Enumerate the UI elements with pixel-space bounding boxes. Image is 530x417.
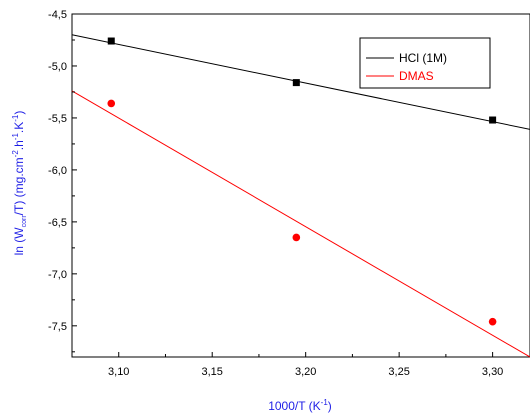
legend-box (359, 37, 491, 89)
y-axis-title-part: ) (12, 111, 26, 115)
y-tick-label: -4,5 (48, 9, 67, 21)
y-axis-title: ln (Wcorr/T) (mg.cm-2.h-1.K-1) (11, 111, 28, 256)
y-axis-title-part: /T) (mg.cm (12, 157, 26, 215)
x-axis-title: 1000/T (K-1) (268, 398, 332, 413)
legend: HCl (1M) DMAS (359, 37, 491, 89)
data-point (488, 317, 497, 326)
x-tick-label: 3,10 (108, 366, 129, 378)
y-tick-label: -6,5 (48, 217, 67, 229)
x-tick-label: 3,20 (295, 366, 316, 378)
legend-label: HCl (1M) (399, 51, 447, 65)
fit-line (71, 34, 530, 130)
data-point (292, 233, 301, 242)
x-tick-label: 3,30 (482, 366, 503, 378)
data-point (489, 116, 497, 124)
y-axis-title-sup: -2 (11, 150, 20, 158)
y-axis-title-sub: corr (21, 215, 28, 228)
y-tick-label: -5,5 (48, 113, 67, 125)
y-axis-title-sup: -1 (11, 114, 20, 122)
y-tick-label: -5,0 (48, 61, 67, 73)
data-point (107, 37, 115, 45)
x-axis-title-tail: ) (328, 399, 332, 413)
y-tick-label: -6,0 (48, 165, 67, 177)
y-axis-title-part: ln (W (12, 227, 26, 256)
x-tick-label: 3,25 (388, 366, 409, 378)
y-tick-label: -7,5 (48, 321, 67, 333)
series-layer (71, 34, 530, 358)
data-point (292, 79, 300, 87)
plot-frame (71, 13, 530, 358)
data-point (107, 99, 116, 108)
legend-label: DMAS (399, 69, 434, 83)
y-axis-title-part: .h (12, 140, 26, 150)
y-tick-label: -7,0 (48, 269, 67, 281)
x-axis-title-main: 1000/T (K (268, 399, 320, 413)
y-axis-title-sup: -1 (11, 133, 20, 141)
x-tick-label: 3,15 (201, 366, 222, 378)
plot-area (71, 13, 530, 358)
y-axis-title-part: .K (12, 122, 26, 133)
axis-ticks: 3,10 3,15 3,20 3,25 3,30 -4,5 -5,0 -5,5 -6,0 -6,5… (48, 9, 503, 378)
x-axis-title-sup: -1 (321, 398, 329, 407)
fit-line (71, 90, 530, 358)
